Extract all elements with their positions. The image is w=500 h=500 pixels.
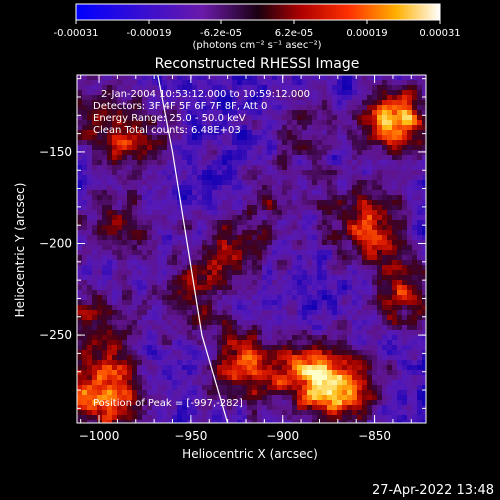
colorbar-tick-label: 0.00031 [419, 28, 460, 39]
colorbar-ticks: -0.00031 -0.00019 -6.2e-05 6.2e-05 0.00019 0.… [54, 20, 461, 39]
x-tick-label: −950 [174, 429, 207, 443]
footer-timestamp: 27-Apr-2022 13:48 [372, 483, 494, 498]
info-line: Energy Range: 25.0 - 50.0 keV [93, 113, 246, 124]
heatmap-image [77, 75, 426, 423]
plot-frame [76, 74, 427, 424]
colorbar-tick-label: -0.00031 [54, 28, 99, 39]
colorbar-tick-label: -0.00019 [127, 28, 172, 39]
x-tick-label: −900 [266, 429, 299, 443]
info-line: Detectors: 3F 4F 5F 6F 7F 8F, Att 0 [93, 101, 267, 112]
solar-limb-line [157, 75, 229, 423]
y-axis-label: Heliocentric Y (arcsec) [13, 183, 27, 318]
colorbar-tick-label: 6.2e-05 [275, 28, 313, 39]
colorbar-tick-label: -6.2e-05 [200, 28, 242, 39]
colorbar-unit-label: (photons cm⁻² s⁻¹ asec⁻²) [192, 40, 321, 51]
x-axis-ticks: −1000 −950 −900 −850 [79, 75, 412, 443]
info-line: Clean Total counts: 6.48E+03 [93, 125, 241, 136]
colorbar [75, 3, 441, 21]
y-tick-label: −150 [39, 145, 72, 159]
peak-position-label: Position of Peak = [-997,-282] [93, 398, 243, 409]
info-line: 2-Jan-2004 10:53:12.000 to 10:59:12.000 [101, 89, 310, 100]
y-tick-label: −200 [39, 237, 72, 251]
y-axis-ticks: −150 −200 −250 [39, 78, 426, 409]
x-axis-label: Heliocentric X (arcsec) [182, 447, 318, 461]
x-tick-label: −1000 [79, 429, 120, 443]
x-tick-label: −850 [358, 429, 391, 443]
colorbar-tick-label: 0.00019 [346, 28, 387, 39]
info-text-block: 2-Jan-2004 10:53:12.000 to 10:59:12.000D… [93, 89, 310, 136]
chart-title: Reconstructed RHESSI Image [155, 56, 360, 72]
y-tick-label: −250 [39, 328, 72, 342]
